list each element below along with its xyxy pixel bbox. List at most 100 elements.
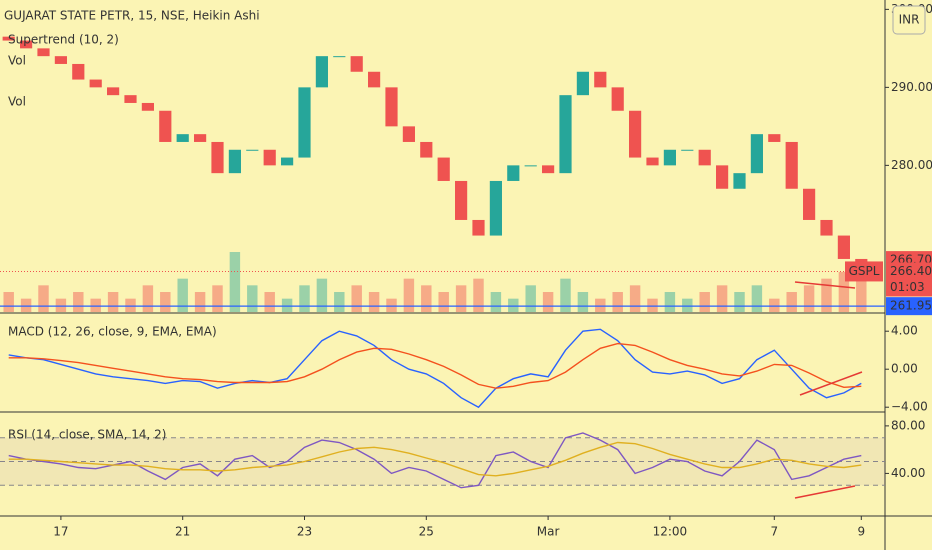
panel-title: RSI (14, close, SMA, 14, 2) (8, 428, 166, 442)
candle (837, 235, 850, 259)
band-fill (0, 437, 885, 486)
volume-bar (299, 285, 310, 312)
currency-button[interactable] (892, 5, 926, 35)
x-tick-label: 7 (770, 525, 778, 539)
candle (298, 87, 311, 158)
price-label: 266.40 (890, 264, 932, 278)
candle (646, 157, 659, 166)
volume-bar (177, 278, 188, 312)
volume-bar (264, 292, 275, 312)
candle (611, 87, 624, 111)
volume-bar (438, 292, 449, 312)
candle (89, 79, 102, 88)
candle (698, 149, 711, 166)
candle (107, 87, 120, 96)
volume-bar (38, 285, 49, 312)
volume-bar (664, 292, 676, 312)
y-tick-label: −4.00 (891, 400, 928, 414)
candle (489, 180, 502, 236)
volume-bar (90, 298, 101, 312)
volume-bar (107, 292, 119, 312)
candle (733, 173, 746, 189)
volume-bar (769, 298, 780, 312)
candle (750, 134, 763, 174)
volume-bar (229, 252, 241, 312)
candle (542, 165, 555, 174)
volume-bar (20, 298, 32, 312)
volume-bar (629, 285, 641, 312)
volume-bar (334, 292, 345, 312)
panel-title: MACD (12, 26, close, 9, EMA, EMA) (8, 325, 217, 339)
volume-bar (856, 265, 867, 312)
x-tick-label: 17 (53, 525, 68, 539)
y-tick-label: 40.00 (891, 466, 925, 480)
indicator-line (8, 342, 862, 389)
candle (211, 141, 224, 174)
volume-bar (838, 272, 850, 312)
volume-bar (577, 292, 589, 312)
candle (785, 141, 798, 189)
y-tick-label: 290.00 (891, 80, 932, 94)
volume-bar (212, 285, 223, 312)
indicator-line (8, 432, 862, 489)
volume-bar (542, 292, 554, 312)
candle (246, 149, 259, 151)
y-tick-label: 80.00 (891, 418, 925, 432)
symbol-tag (845, 261, 883, 282)
indicator-label: Supertrend (10, 2) (8, 33, 119, 47)
y-tick-label: 4.00 (891, 324, 918, 338)
candle (402, 126, 415, 142)
x-tick-label: 25 (419, 525, 434, 539)
indicator-label: Vol (8, 54, 26, 68)
x-tick-label: 21 (175, 525, 190, 539)
candle (159, 110, 172, 142)
price-box (886, 262, 932, 297)
volume-bar (473, 278, 484, 312)
volume-bar (682, 298, 693, 312)
candle (559, 95, 572, 174)
candle (228, 149, 241, 174)
candle (350, 56, 363, 72)
price-box (886, 297, 932, 316)
trend-annotation (799, 371, 863, 396)
candle (263, 149, 276, 166)
volume-bar (421, 285, 432, 312)
x-tick-label: 9 (857, 525, 865, 539)
candle (72, 63, 85, 80)
candle (820, 219, 833, 236)
volume-bar (351, 285, 362, 312)
candle (681, 149, 694, 151)
volume-bar (368, 292, 380, 312)
volume-bar (55, 298, 67, 312)
volume-bar (560, 278, 571, 312)
symbol-label: GSPL (849, 264, 880, 278)
volume-bar (803, 285, 815, 312)
candle (333, 56, 346, 58)
chart-title: GUJARAT STATE PETR, 15, NSE, Heikin Ashi (4, 9, 260, 23)
candle (176, 134, 189, 142)
candle (594, 71, 607, 88)
candle (420, 141, 433, 158)
volume-bar (386, 298, 397, 312)
candle (629, 110, 642, 158)
candle (663, 149, 676, 166)
candle (716, 165, 729, 189)
volume-bar (455, 285, 467, 312)
volume-bar (403, 278, 415, 312)
price-label: 261.95 (890, 299, 932, 313)
indicator-label: Vol (8, 95, 26, 109)
volume-bar (281, 298, 293, 312)
candle (768, 134, 781, 142)
candle (37, 48, 50, 57)
plot-layer: 300.00290.00280.0017212325Mar12:0079266.… (0, 2, 932, 539)
volume-bar (160, 292, 171, 312)
volume-bar (247, 285, 258, 312)
countdown: 01:03 (890, 280, 925, 294)
trend-annotation (794, 485, 856, 499)
currency[interactable]: INR (899, 13, 920, 27)
candle (194, 134, 207, 142)
candle (2, 36, 15, 41)
volume-bar (786, 292, 797, 312)
